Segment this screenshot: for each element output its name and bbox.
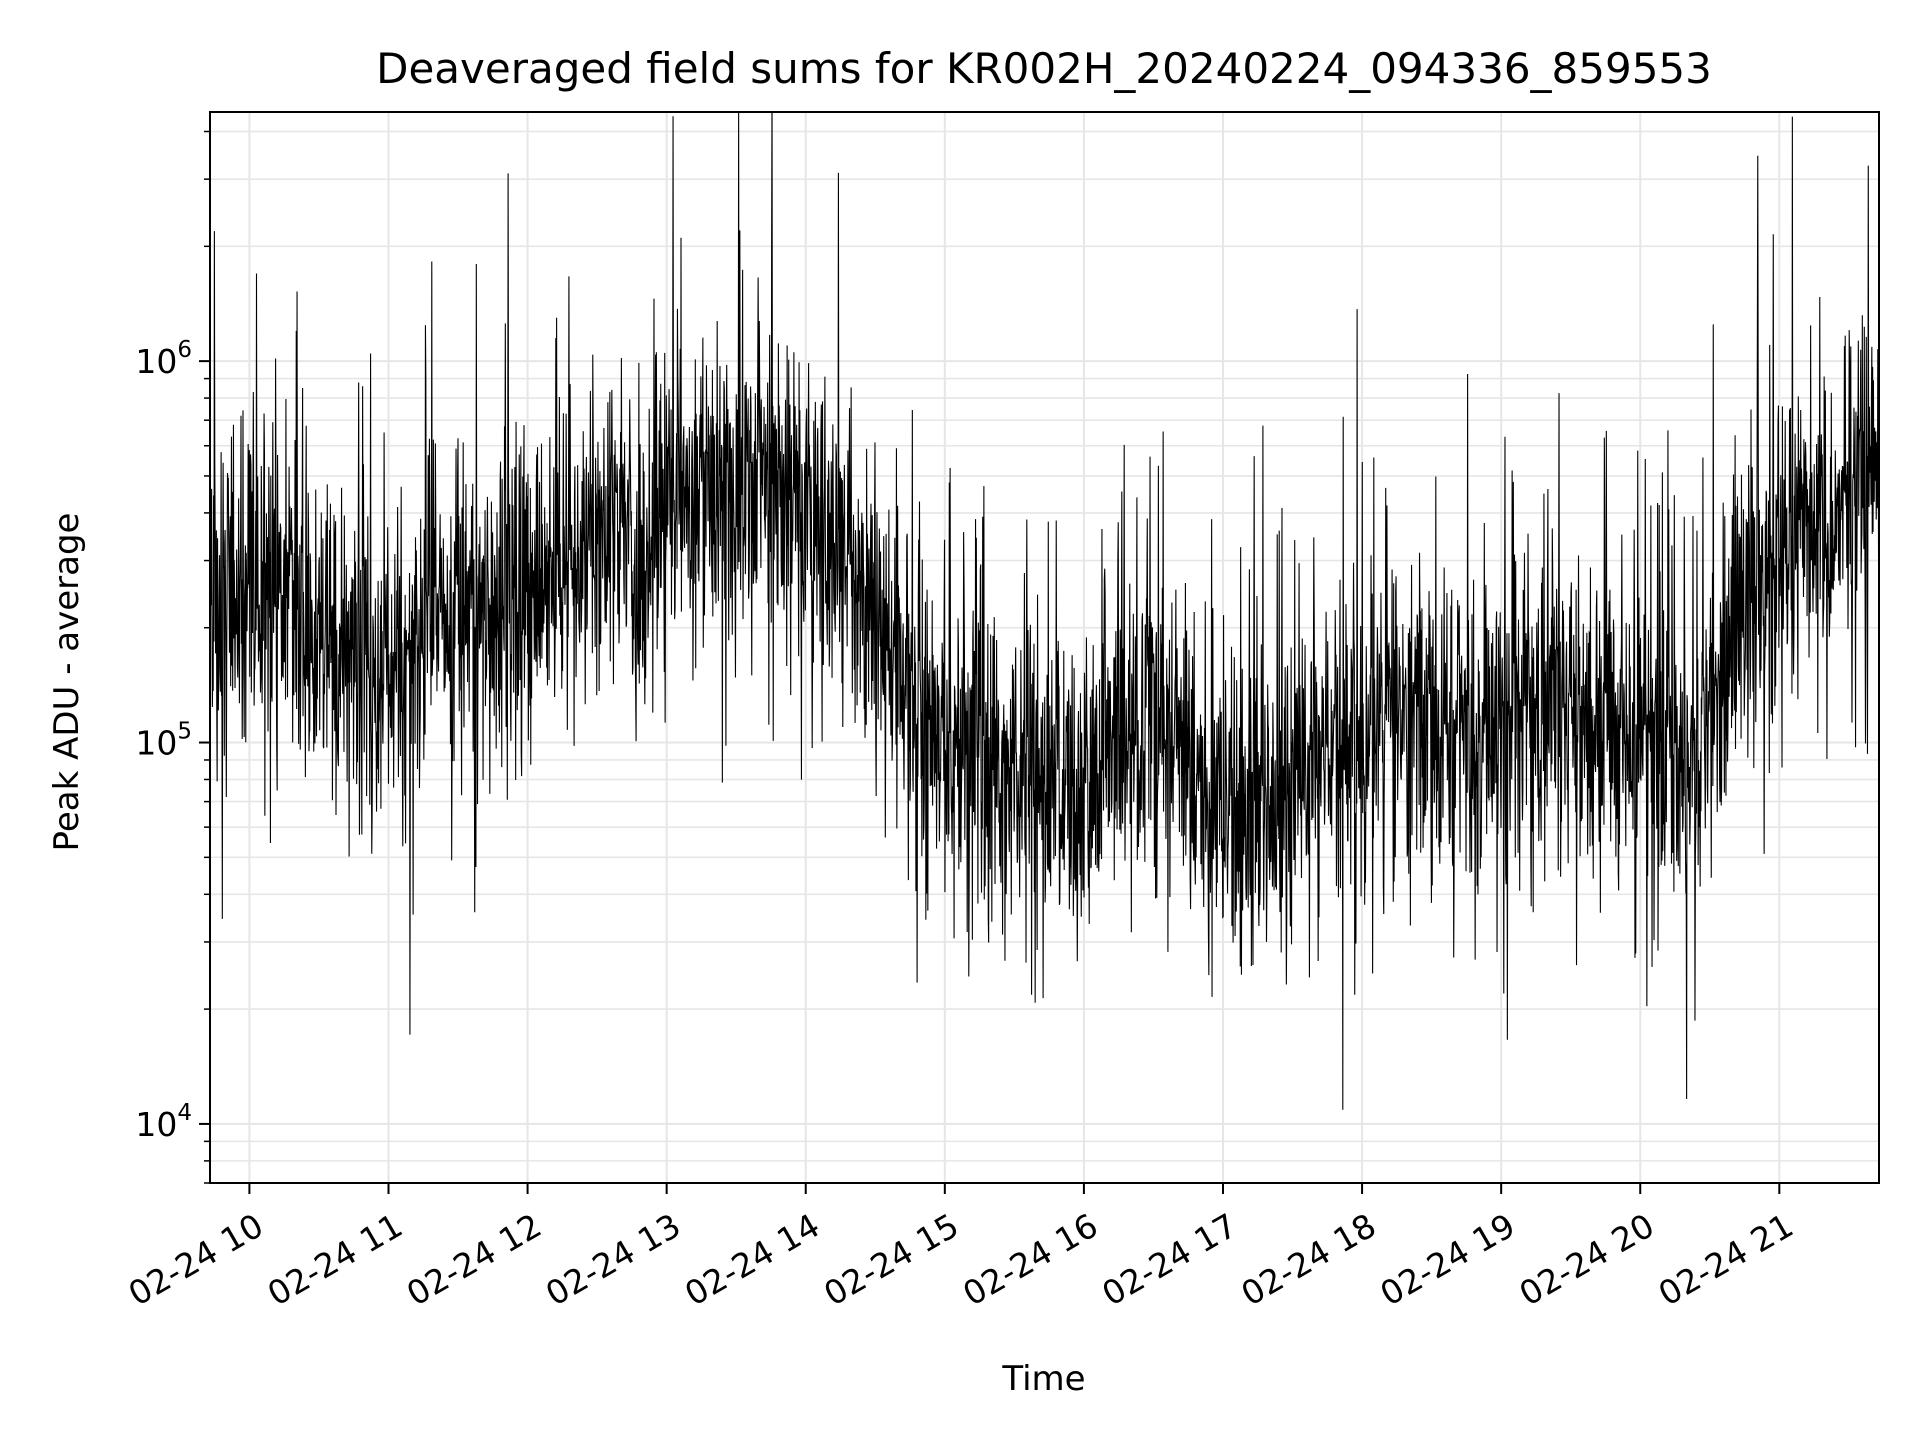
y-tick-label: 104 <box>135 1100 192 1144</box>
x-axis-label: Time <box>1001 1359 1085 1399</box>
axes-frame <box>209 111 1880 1184</box>
plot-area <box>210 112 1879 1110</box>
y-axis: 104 105 106 <box>135 130 210 1184</box>
y-tick-label: 106 <box>135 337 192 381</box>
chart-title: Deaveraged field sums for KR002H_2024022… <box>376 44 1712 93</box>
y-tick-label: 105 <box>135 719 192 763</box>
series-line <box>210 112 1879 1110</box>
y-axis-label: Peak ADU - average <box>47 513 87 852</box>
